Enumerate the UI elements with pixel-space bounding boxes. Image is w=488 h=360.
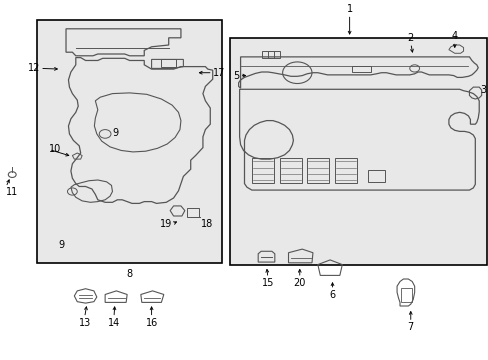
Text: 19: 19 <box>160 219 172 229</box>
Bar <box>367 170 384 182</box>
Bar <box>400 288 411 302</box>
Text: 16: 16 <box>145 318 158 328</box>
Text: 5: 5 <box>233 71 239 81</box>
Text: 7: 7 <box>407 322 413 332</box>
Text: 11: 11 <box>6 187 18 197</box>
Bar <box>306 158 328 183</box>
Text: 6: 6 <box>329 290 335 300</box>
Text: 17: 17 <box>212 68 224 78</box>
Bar <box>229 38 486 265</box>
Text: 15: 15 <box>261 278 274 288</box>
Bar <box>161 59 176 67</box>
Text: 12: 12 <box>28 63 40 73</box>
Bar <box>279 158 301 183</box>
Text: 18: 18 <box>200 219 212 229</box>
Text: 13: 13 <box>78 318 91 328</box>
Text: 3: 3 <box>479 85 486 95</box>
Text: 2: 2 <box>407 33 413 43</box>
Bar <box>251 158 273 183</box>
Text: 9: 9 <box>59 240 65 250</box>
Text: 1: 1 <box>346 4 352 14</box>
Text: 14: 14 <box>107 318 120 328</box>
Bar <box>334 158 356 183</box>
Bar <box>186 208 199 217</box>
Text: 20: 20 <box>293 278 305 288</box>
Text: 8: 8 <box>126 269 132 279</box>
Text: 9: 9 <box>112 128 119 138</box>
Text: 10: 10 <box>49 144 61 154</box>
Text: 4: 4 <box>451 31 457 41</box>
Bar <box>37 20 222 263</box>
Bar <box>351 66 370 72</box>
